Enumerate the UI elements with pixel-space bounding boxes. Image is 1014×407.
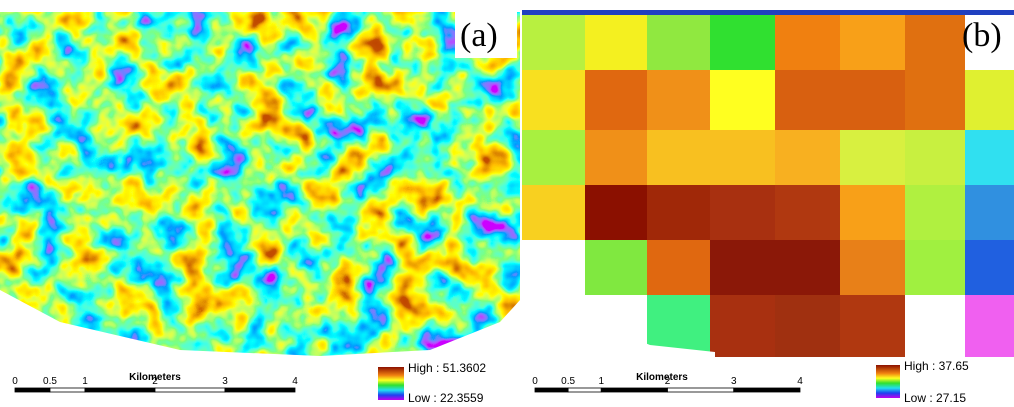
cell bbox=[585, 10, 647, 70]
cell bbox=[965, 240, 1014, 295]
scale-tick-label: 3 bbox=[222, 376, 228, 387]
cell bbox=[585, 240, 647, 295]
cell bbox=[522, 185, 585, 240]
cell bbox=[775, 240, 840, 295]
cell bbox=[522, 70, 585, 130]
cell bbox=[905, 70, 965, 130]
scale-bar: 0 0.5 1 2 3 4 bbox=[12, 376, 298, 392]
scale-tick-label: 3 bbox=[731, 376, 737, 387]
panel-label: (a) bbox=[460, 17, 498, 54]
cell bbox=[775, 10, 840, 70]
scale-tick-label: 1 bbox=[82, 376, 88, 387]
scale-segment bbox=[535, 388, 568, 392]
legend-ramp bbox=[876, 365, 900, 398]
scale-segment bbox=[85, 388, 155, 392]
cell bbox=[710, 10, 775, 70]
scale-segment bbox=[15, 388, 50, 392]
cell bbox=[840, 185, 905, 240]
cell bbox=[647, 10, 710, 70]
cell bbox=[647, 240, 710, 295]
cell bbox=[710, 70, 775, 130]
cell bbox=[710, 295, 775, 357]
scale-tick-label: 1 bbox=[598, 376, 604, 387]
legend-ramp bbox=[378, 367, 404, 400]
cell bbox=[840, 130, 905, 185]
cell bbox=[647, 70, 710, 130]
scale-tick-label: 2 bbox=[665, 376, 671, 387]
cell bbox=[585, 70, 647, 130]
scale-tick-label: 0.5 bbox=[43, 376, 57, 387]
scale-tick-label: 4 bbox=[292, 376, 298, 387]
scale-segment bbox=[225, 388, 295, 392]
legend-low: Low : 22.3559 bbox=[408, 391, 484, 405]
cell bbox=[965, 130, 1014, 185]
cell bbox=[585, 130, 647, 185]
panel-label: (b) bbox=[962, 17, 1002, 54]
cell bbox=[775, 185, 840, 240]
cell bbox=[647, 130, 710, 185]
scale-bar: 0 0.5 1 2 3 4 bbox=[532, 376, 803, 392]
cell bbox=[585, 185, 647, 240]
cell bbox=[905, 185, 965, 240]
cell bbox=[840, 10, 905, 70]
legend-low: Low : 27.15 bbox=[904, 391, 966, 405]
scale-tick-label: 2 bbox=[152, 376, 158, 387]
scale-segment bbox=[155, 388, 225, 392]
cell bbox=[775, 70, 840, 130]
cell bbox=[710, 185, 775, 240]
scale-segment bbox=[50, 388, 85, 392]
cell bbox=[522, 130, 585, 185]
cell bbox=[905, 10, 965, 70]
cell bbox=[710, 240, 775, 295]
cell bbox=[522, 10, 585, 70]
cell bbox=[905, 130, 965, 185]
scale-segment bbox=[601, 388, 667, 392]
scale-segment bbox=[734, 388, 800, 392]
scale-tick-label: 0.5 bbox=[561, 376, 575, 387]
scale-title: Kilometers bbox=[636, 372, 688, 383]
cell bbox=[840, 240, 905, 295]
figure: (a) Kilometers 0 0.5 1 2 3 4 High : 51.3602 L… bbox=[0, 0, 1014, 407]
cell bbox=[840, 295, 905, 357]
scale-tick-label: 0 bbox=[12, 376, 18, 387]
legend-high: High : 51.3602 bbox=[408, 361, 486, 375]
cell bbox=[965, 295, 1014, 357]
cell bbox=[775, 295, 840, 357]
scale-segment bbox=[568, 388, 601, 392]
cell bbox=[647, 185, 710, 240]
cell bbox=[775, 130, 840, 185]
cell bbox=[965, 185, 1014, 240]
raster-map bbox=[0, 12, 520, 357]
top-strip bbox=[522, 10, 1014, 15]
cell bbox=[965, 70, 1014, 130]
cell bbox=[905, 240, 965, 295]
scale-segment bbox=[668, 388, 734, 392]
scale-tick-label: 4 bbox=[797, 376, 803, 387]
cell bbox=[840, 70, 905, 130]
cell bbox=[710, 130, 775, 185]
scale-tick-label: 0 bbox=[532, 376, 538, 387]
legend-high: High : 37.65 bbox=[904, 359, 969, 373]
